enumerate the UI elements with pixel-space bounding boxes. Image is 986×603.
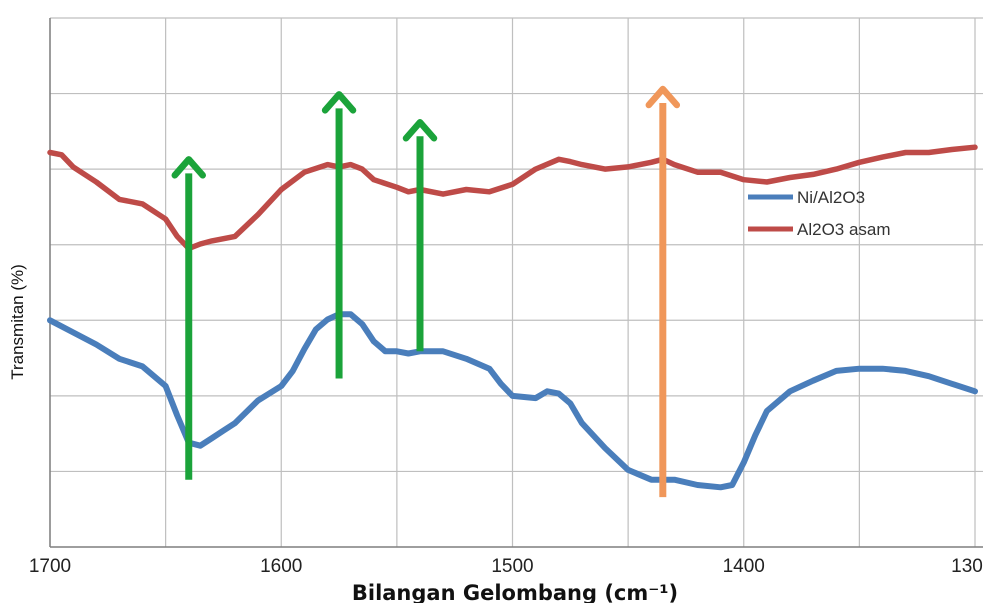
legend-label: Al2O3 asam — [797, 220, 891, 239]
x-tick-label: 1500 — [491, 556, 533, 577]
arrow-head — [321, 91, 357, 114]
x-axis-title: Bilangan Gelombang (cm⁻¹) — [352, 581, 678, 603]
arrow-head — [171, 156, 206, 179]
legend: Ni/Al2O3 Al2O3 asam — [748, 188, 891, 239]
arrow-head — [402, 119, 438, 142]
x-tick-label: 1700 — [29, 556, 71, 577]
y-axis-title: Transmitan (%) — [8, 264, 27, 380]
x-tick-label: 1400 — [723, 556, 765, 577]
x-tick-label: 1600 — [260, 556, 302, 577]
arrow-annotations — [171, 85, 681, 498]
x-tick-label: 130 — [951, 556, 983, 577]
arrow-head — [645, 85, 681, 109]
legend-label: Ni/Al2O3 — [797, 188, 865, 207]
series-line-ni-al2o3 — [47, 311, 978, 491]
x-tick-labels: 1700 1600 1500 1400 130 — [29, 556, 983, 577]
